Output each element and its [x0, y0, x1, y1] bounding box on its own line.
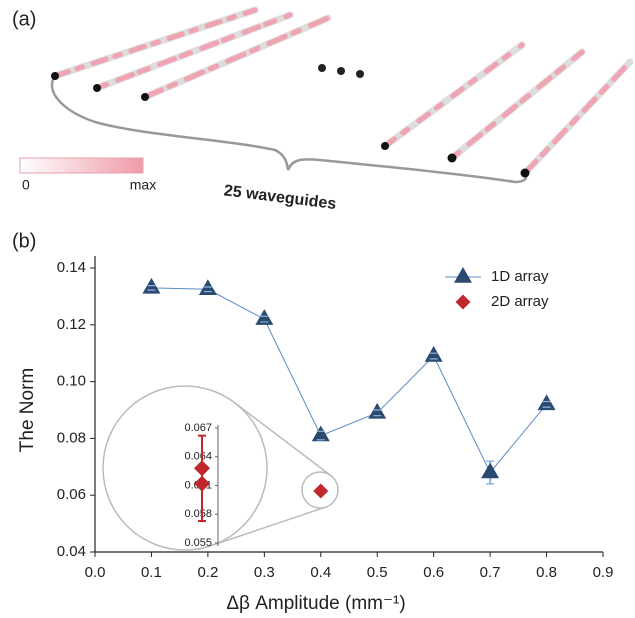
- y-tick-label: 0.08: [57, 429, 86, 446]
- annotation: 25 waveguides: [223, 182, 337, 213]
- inset-tick-label: 0.064: [184, 451, 212, 463]
- x-tick-label: 0.7: [480, 564, 501, 581]
- triangle-marker: [454, 267, 472, 283]
- x-tick-label: 0.0: [85, 564, 106, 581]
- diamond-marker: [194, 460, 210, 477]
- error-bar-inner: [486, 460, 495, 485]
- series-line: [151, 287, 547, 474]
- colorbar: [19, 157, 144, 174]
- panel-label: (b): [12, 230, 36, 252]
- inset-tick-label: 0.058: [184, 508, 212, 520]
- diamond-marker: [194, 475, 210, 492]
- triangle-marker: [255, 309, 274, 325]
- x-axis-label: Δβ Amplitude (mm⁻¹): [226, 593, 405, 614]
- triangle-marker: [424, 346, 443, 362]
- x-tick-label: 0.2: [197, 564, 218, 581]
- triangle-marker: [481, 462, 500, 479]
- error-bar-inner: [316, 430, 325, 441]
- error-bar-inner: [429, 352, 438, 360]
- error-bar-inner: [147, 285, 156, 291]
- y-tick-label: 0.06: [57, 486, 86, 503]
- triangle-marker: [537, 394, 556, 411]
- x-tick-label: 0.5: [367, 564, 388, 581]
- waveguides: [51, 6, 634, 178]
- x-tick-label: 0.9: [593, 564, 614, 581]
- triangle-marker: [368, 402, 387, 419]
- zoom-circle: [301, 471, 339, 509]
- inset-tick-label: 0.055: [184, 537, 212, 549]
- panel-label: (a): [12, 8, 36, 30]
- inset-circle: [102, 385, 268, 551]
- x-tick-label: 0.8: [536, 564, 557, 581]
- triangle-marker: [311, 425, 330, 442]
- x-tick-label: 0.6: [423, 564, 444, 581]
- legend-label: 1D array: [491, 268, 549, 285]
- x-tick-label: 0.3: [254, 564, 275, 581]
- x-tick-label: 0.4: [310, 564, 331, 581]
- error-bar-inner: [373, 409, 382, 417]
- error-bar-inner: [542, 400, 551, 408]
- y-axis-label: The Norm: [17, 368, 38, 452]
- colorbar-min: 0: [22, 177, 30, 193]
- inset-connector: [234, 402, 332, 477]
- legend-label: 2D array: [491, 293, 549, 310]
- x-tick-label: 0.1: [141, 564, 162, 581]
- diamond-marker: [313, 483, 329, 499]
- brace: [50, 75, 528, 184]
- error-bar-inner: [203, 286, 212, 293]
- y-tick-label: 0.12: [57, 316, 86, 333]
- diamond-marker: [455, 294, 471, 310]
- panel-a: (a) 0 max 25 waveguides: [12, 6, 634, 213]
- y-tick-label: 0.10: [57, 373, 86, 390]
- y-tick-label: 0.14: [57, 259, 86, 276]
- inset-connector: [210, 506, 326, 547]
- colorbar-max: max: [130, 177, 156, 193]
- error-bar-inner: [260, 315, 269, 323]
- y-tick-label: 0.04: [57, 543, 86, 560]
- inset-tick-label: 0.067: [184, 422, 212, 434]
